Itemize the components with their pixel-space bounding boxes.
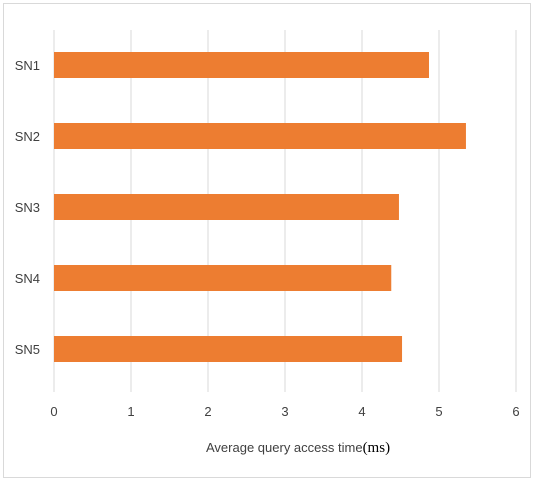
category-label-sn1: SN1 xyxy=(15,58,40,73)
category-label-sn5: SN5 xyxy=(15,342,40,357)
x-tick-labels: 0 1 2 3 4 5 6 xyxy=(50,404,519,419)
category-label-sn4: SN4 xyxy=(15,271,40,286)
x-tick-label: 6 xyxy=(512,404,519,419)
bar-sn1 xyxy=(54,52,429,78)
bar-sn3 xyxy=(54,194,399,220)
x-axis-title-text: Average query access time xyxy=(206,440,363,455)
category-labels: SN1 SN2 SN3 SN4 SN5 xyxy=(15,58,40,357)
bars xyxy=(54,52,466,362)
x-tick-label: 1 xyxy=(127,404,134,419)
category-label-sn3: SN3 xyxy=(15,200,40,215)
bar-sn2 xyxy=(54,123,466,149)
x-tick-label: 3 xyxy=(281,404,288,419)
bar-sn5 xyxy=(54,336,403,362)
x-tick-label: 4 xyxy=(358,404,365,419)
chart-frame xyxy=(3,3,531,478)
x-tick-label: 0 xyxy=(50,404,57,419)
bar-sn4 xyxy=(54,265,392,291)
x-tick-label: 5 xyxy=(435,404,442,419)
x-tick-label: 2 xyxy=(204,404,211,419)
x-axis-title: Average query access time(ms) xyxy=(206,440,390,456)
category-label-sn2: SN2 xyxy=(15,129,40,144)
x-axis-title-unit: (ms) xyxy=(363,440,391,456)
